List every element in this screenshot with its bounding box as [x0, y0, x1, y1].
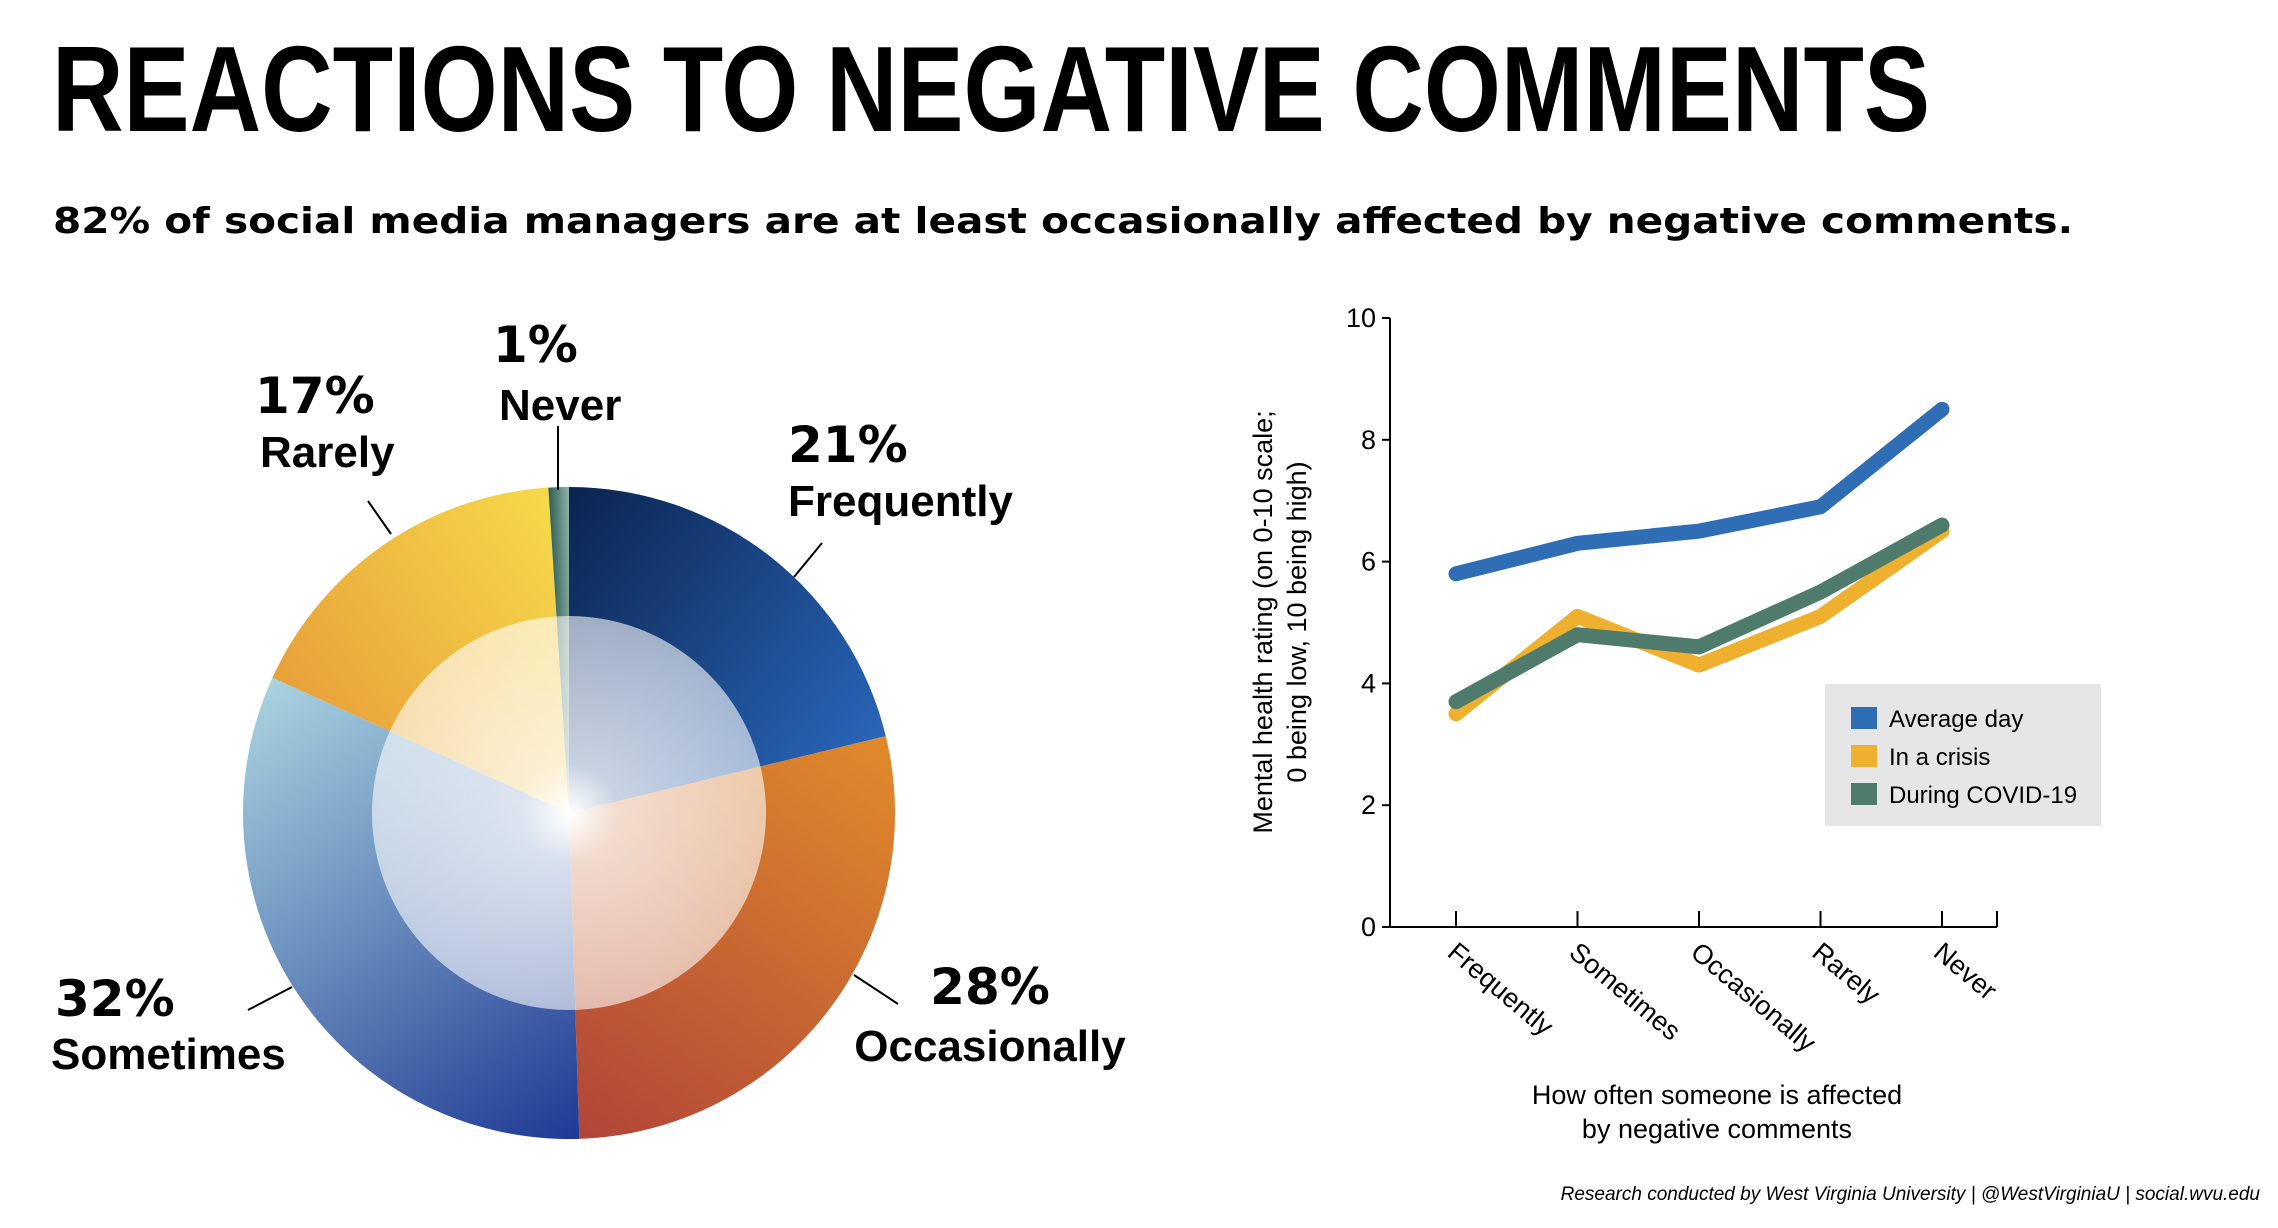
x-tick-label: Rarely [1807, 937, 1886, 1010]
slice-percent: 21% [788, 416, 908, 474]
slice-percent: 28% [930, 958, 1050, 1016]
slice-label: Never [499, 381, 621, 430]
series-line [1448, 517, 1950, 710]
title: REACTIONS TO NEGATIVE COMMENTS [52, 21, 1930, 157]
leader-line [793, 542, 823, 578]
legend-label: Average day [1889, 706, 2023, 733]
slice-percent: 32% [55, 970, 175, 1028]
slice-percent: 17% [255, 367, 375, 425]
y-tick-label: 10 [1346, 303, 1376, 333]
y-tick-label: 8 [1361, 425, 1376, 455]
x-axis-label: by negative comments [1582, 1114, 1852, 1144]
slice-label: Rarely [260, 428, 395, 477]
y-tick-label: 4 [1361, 668, 1376, 698]
leader-line [367, 500, 392, 535]
slice-label: Occasionally [854, 1022, 1126, 1071]
slice-label: Frequently [788, 477, 1013, 526]
y-tick-label: 0 [1361, 912, 1376, 942]
y-tick-label: 2 [1361, 790, 1376, 820]
x-tick-label: Never [1928, 937, 2002, 1006]
footer: Research conducted by West Virginia Univ… [1561, 1184, 2261, 1205]
x-axis-label: How often someone is affected [1532, 1080, 1902, 1110]
y-axis-label: 0 being low, 10 being high) [1282, 461, 1312, 782]
x-tick-label: Sometimes [1564, 937, 1687, 1047]
leader-line [247, 986, 293, 1011]
legend-swatch [1851, 707, 1877, 729]
leader-line [853, 974, 899, 1005]
x-tick-label: Frequently [1442, 937, 1559, 1042]
legend-label: During COVID-19 [1889, 782, 2077, 809]
y-tick-label: 6 [1361, 547, 1376, 577]
legend-label: In a crisis [1889, 744, 1990, 771]
slice-label: Sometimes [51, 1030, 286, 1079]
legend-swatch [1851, 745, 1877, 767]
legend-swatch [1851, 783, 1877, 805]
subtitle: 82% of social media managers are at leas… [53, 201, 2073, 242]
x-tick-label: Occasionally [1685, 937, 1822, 1059]
slice-percent: 1% [493, 316, 578, 374]
series-line [1448, 401, 1950, 582]
center-glow [373, 617, 765, 1009]
y-axis-label: Mental health rating (on 0-10 scale; [1248, 410, 1278, 833]
